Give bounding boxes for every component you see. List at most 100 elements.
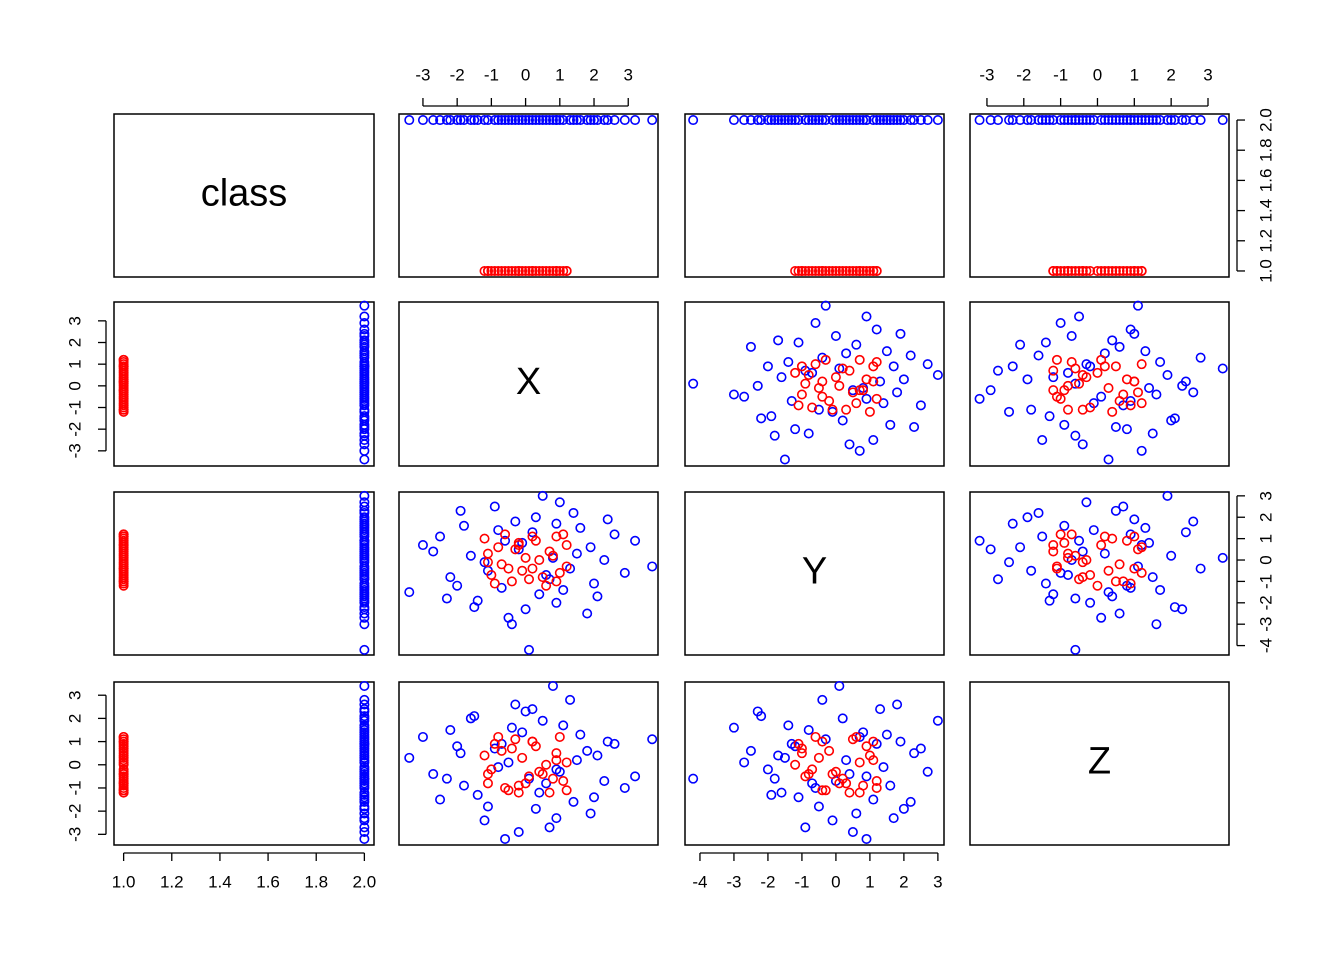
point: [888, 115, 899, 126]
point: [1085, 597, 1096, 608]
point: [530, 265, 541, 276]
point: [878, 398, 889, 409]
point: [1059, 265, 1070, 276]
point: [359, 430, 370, 441]
point: [728, 722, 739, 733]
point: [1040, 115, 1051, 126]
point: [810, 265, 821, 276]
point: [547, 265, 558, 276]
point: [547, 680, 558, 691]
point: [1144, 383, 1155, 394]
point: [359, 792, 370, 803]
point: [359, 778, 370, 789]
point: [827, 265, 838, 276]
point: [1051, 354, 1062, 365]
point: [1129, 376, 1140, 387]
point: [527, 704, 538, 715]
point: [796, 389, 807, 400]
point: [359, 727, 370, 738]
point: [1133, 387, 1144, 398]
point: [1048, 385, 1059, 396]
point: [827, 404, 838, 415]
point: [1015, 115, 1026, 126]
point: [851, 265, 862, 276]
point: [459, 115, 470, 126]
x-tick-label: 0: [831, 872, 840, 891]
point: [841, 115, 852, 126]
point: [1188, 115, 1199, 126]
point: [524, 265, 535, 276]
point: [359, 808, 370, 819]
point: [790, 367, 801, 378]
y-tick-label: 1: [1256, 534, 1275, 543]
point: [1070, 430, 1081, 441]
point: [688, 773, 699, 784]
point: [847, 265, 858, 276]
point: [1195, 352, 1206, 363]
point: [359, 787, 370, 798]
point: [534, 115, 545, 126]
point: [834, 265, 845, 276]
point: [544, 787, 555, 798]
point: [118, 787, 129, 798]
point: [1051, 561, 1062, 572]
point: [1077, 546, 1088, 557]
point: [520, 706, 531, 717]
point: [571, 755, 582, 766]
point: [118, 361, 129, 372]
point: [1048, 115, 1059, 126]
point: [359, 389, 370, 400]
y-tick-label: 2: [65, 338, 84, 347]
point: [834, 680, 845, 691]
point: [534, 787, 545, 798]
point: [803, 724, 814, 735]
point: [807, 778, 818, 789]
panel-frame: [969, 491, 1230, 656]
point: [868, 265, 879, 276]
point: [1055, 393, 1066, 404]
point: [1188, 387, 1199, 398]
point: [922, 359, 933, 370]
point: [776, 115, 787, 126]
point: [1026, 404, 1037, 415]
point: [435, 531, 446, 542]
point: [1136, 542, 1147, 553]
y-tick-label: 1.4: [1256, 199, 1275, 223]
point: [861, 741, 872, 752]
point: [479, 265, 490, 276]
point: [868, 376, 879, 387]
point: [830, 265, 841, 276]
point: [776, 787, 787, 798]
point: [445, 724, 456, 735]
point: [496, 559, 507, 570]
point: [803, 428, 814, 439]
point: [359, 711, 370, 722]
point: [441, 773, 452, 784]
point: [493, 115, 504, 126]
point: [1026, 565, 1037, 576]
point: [796, 743, 807, 754]
point: [359, 612, 370, 623]
point: [841, 755, 852, 766]
point: [482, 548, 493, 559]
point: [864, 406, 875, 417]
point: [445, 572, 456, 583]
point: [544, 115, 555, 126]
point: [1121, 115, 1132, 126]
point: [844, 787, 855, 798]
x-tick-label: 2: [589, 65, 598, 84]
point: [506, 576, 517, 587]
point: [527, 265, 538, 276]
point: [992, 365, 1003, 376]
point: [1037, 531, 1048, 542]
point: [619, 782, 630, 793]
x-tick-label: -1: [794, 872, 809, 891]
point: [1103, 454, 1114, 465]
point: [537, 715, 548, 726]
point: [854, 354, 865, 365]
point: [1063, 380, 1074, 391]
point: [783, 720, 794, 731]
point: [847, 115, 858, 126]
point: [359, 565, 370, 576]
point: [1074, 378, 1085, 389]
